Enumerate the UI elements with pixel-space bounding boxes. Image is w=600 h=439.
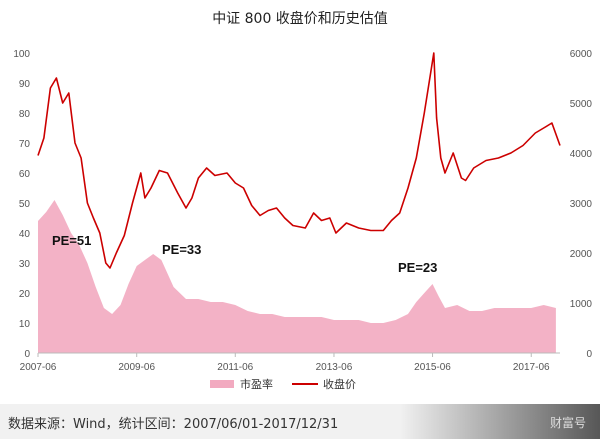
- watermark-label: 财富号: [549, 416, 586, 430]
- pe-area: [38, 200, 556, 353]
- left-tick-label: 10: [19, 319, 31, 330]
- left-tick-label: 60: [19, 169, 31, 180]
- right-tick-label: 1000: [570, 299, 593, 310]
- annotation-pe-23: PE=23: [398, 260, 437, 275]
- left-tick-label: 50: [19, 199, 31, 210]
- x-tick-label: 2017-06: [513, 362, 550, 373]
- x-axis-ticks: 2007-06 2009-06 2011-06 2013-06 2015-06 2017-…: [20, 353, 550, 373]
- annotation-pe-33: PE=33: [162, 242, 201, 257]
- legend-swatch-pe: [210, 380, 234, 388]
- right-axis-ticks: 0 1000 2000 3000 4000 5000 6000: [570, 49, 593, 360]
- data-source-note: 数据来源：Wind，统计区间：2007/06/01-2017/12/31: [8, 417, 339, 432]
- chart-title: 中证 800 收盘价和历史估值: [212, 11, 388, 27]
- x-tick-label: 2011-06: [217, 362, 253, 373]
- x-tick-label: 2015-06: [414, 362, 451, 373]
- annotation-pe-51: PE=51: [52, 233, 91, 248]
- left-tick-label: 80: [19, 109, 31, 120]
- right-tick-label: 0: [586, 349, 592, 360]
- close-price-line-layer: [37, 52, 561, 269]
- right-tick-label: 3000: [570, 199, 593, 210]
- chart-legend: 市盈率 收盘价: [210, 377, 356, 391]
- pe-area-layer: [38, 200, 556, 353]
- left-tick-label: 90: [19, 79, 31, 90]
- close-price-line: [37, 52, 561, 269]
- watermark-overlay: 财富号: [400, 404, 600, 439]
- x-tick-label: 2007-06: [20, 362, 57, 373]
- right-tick-label: 5000: [570, 99, 593, 110]
- left-axis-ticks: 0 10 20 30 40 50 60 70 80 90 100: [13, 49, 30, 360]
- left-tick-label: 100: [13, 49, 30, 60]
- right-tick-label: 4000: [570, 149, 593, 160]
- left-tick-label: 30: [19, 259, 31, 270]
- right-tick-label: 2000: [570, 249, 593, 260]
- x-tick-label: 2009-06: [118, 362, 155, 373]
- left-tick-label: 0: [24, 349, 30, 360]
- legend-label-pe: 市盈率: [240, 377, 273, 391]
- left-tick-label: 20: [19, 289, 31, 300]
- right-tick-label: 6000: [570, 49, 593, 60]
- legend-label-close: 收盘价: [323, 377, 356, 391]
- chart-plot: 0 10 20 30 40 50 60 70 80 90 100 0 1000 2000 3000 4000…: [13, 49, 593, 391]
- x-tick-label: 2013-06: [316, 362, 353, 373]
- left-tick-label: 70: [19, 139, 31, 150]
- left-tick-label: 40: [19, 229, 31, 240]
